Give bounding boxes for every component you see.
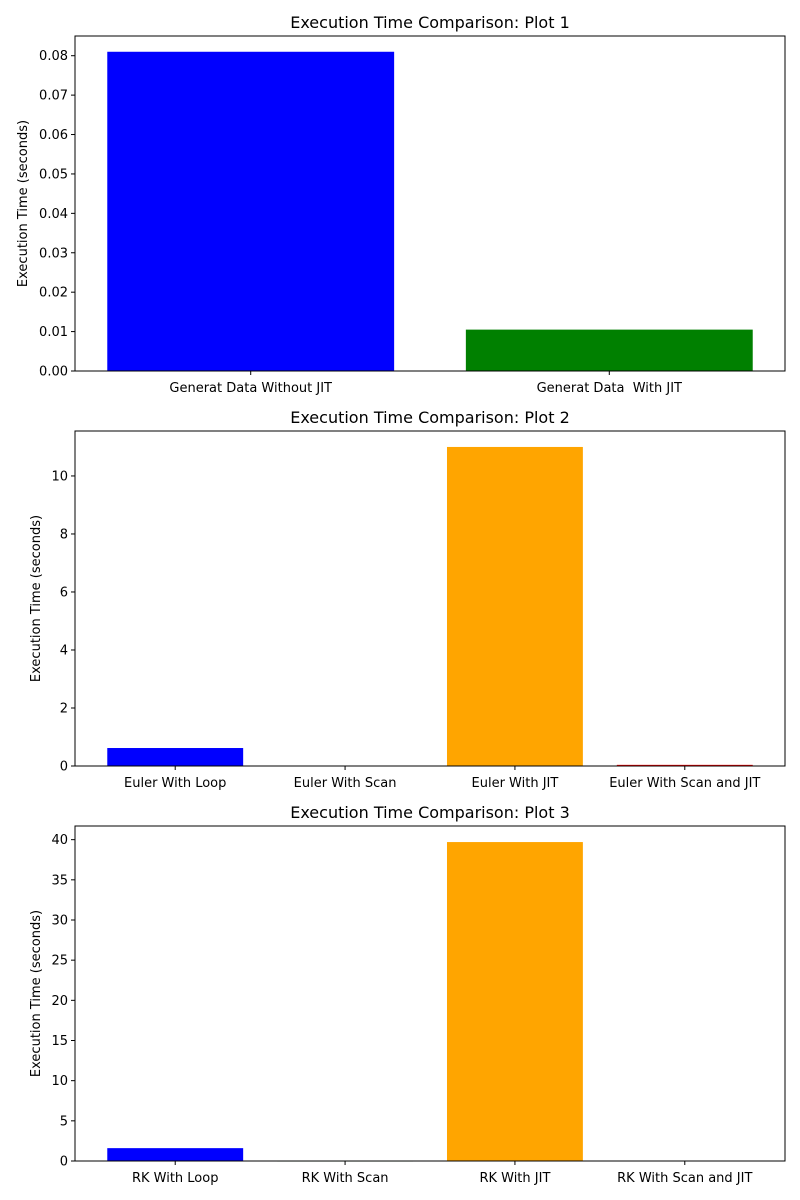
y-tick-label-3-9: 40: [51, 833, 68, 848]
bar-1-2: [465, 329, 753, 371]
y-tick-label-2-1: 0: [60, 760, 68, 775]
y-tick-label-1-4: 0.03: [39, 246, 68, 261]
axes-frame-2: [74, 430, 786, 767]
y-tick-label-3-3: 10: [51, 1074, 68, 1089]
chart-panel-2: Execution Time Comparison: Plot 2 Execut…: [29, 408, 786, 791]
y-tick-label-3-4: 15: [51, 1034, 68, 1049]
chart-panel-1: Execution Time Comparison: Plot 1 Execut…: [16, 13, 786, 396]
chart-title-3: Execution Time Comparison: Plot 3: [290, 803, 570, 822]
y-tick-label-1-6: 0.05: [39, 167, 68, 182]
y-tick-label-3-2: 5: [60, 1114, 68, 1129]
x-tick-label-3-2: RK With Scan: [302, 1171, 389, 1186]
plot-area-2: 0 2 4 6 8 10 Euler With Loop Euler With Scan Eul…: [51, 430, 786, 791]
y-tick-label-2-2: 2: [60, 701, 68, 716]
y-tick-label-2-6: 10: [51, 469, 68, 484]
bar-2-1: [107, 748, 244, 766]
y-tick-label-1-2: 0.01: [39, 325, 68, 340]
axes-frame-3: [74, 825, 786, 1162]
x-tick-label-2-3: Euler With JIT: [472, 776, 559, 791]
y-tick-label-2-4: 6: [60, 585, 68, 600]
x-tick-label-3-4: RK With Scan and JIT: [617, 1171, 752, 1186]
y-tick-label-1-1: 0.00: [39, 365, 68, 380]
y-tick-label-1-5: 0.04: [39, 207, 68, 222]
y-axis-label-1: Execution Time (seconds): [16, 120, 31, 287]
x-tick-label-2-1: Euler With Loop: [124, 776, 226, 791]
chart-panel-3: Execution Time Comparison: Plot 3 Execut…: [29, 803, 786, 1186]
bar-3-1: [107, 1148, 244, 1161]
chart-title-1: Execution Time Comparison: Plot 1: [290, 13, 570, 32]
y-tick-label-3-1: 0: [60, 1155, 68, 1170]
bar-3-3: [446, 842, 583, 1161]
y-tick-label-1-8: 0.07: [39, 89, 68, 104]
y-tick-label-1-9: 0.08: [39, 49, 68, 64]
y-tick-label-3-6: 25: [51, 954, 68, 969]
plot-area-1: 0.00 0.01 0.02 0.03 0.04 0.05 0.06 0.07 0.08 Gene…: [39, 35, 786, 396]
x-tick-label-1-2: Generat Data With JIT: [537, 381, 682, 396]
y-tick-label-3-8: 35: [51, 873, 68, 888]
y-tick-label-2-5: 8: [60, 527, 68, 542]
x-tick-label-2-2: Euler With Scan: [294, 776, 397, 791]
x-tick-label-3-1: RK With Loop: [132, 1171, 219, 1186]
bar-2-4: [616, 764, 753, 766]
plot-area-3: 0 5 10 15 20 25 30 35 40 RK With Loop RK With Scan…: [51, 825, 786, 1186]
y-tick-label-3-7: 30: [51, 913, 68, 928]
y-tick-label-1-3: 0.02: [39, 286, 68, 301]
y-tick-label-1-7: 0.06: [39, 128, 68, 143]
y-tick-label-3-5: 20: [51, 994, 68, 1009]
y-tick-label-2-3: 4: [60, 643, 68, 658]
chart-title-2: Execution Time Comparison: Plot 2: [290, 408, 570, 427]
bar-2-3: [446, 446, 583, 766]
x-tick-label-2-4: Euler With Scan and JIT: [609, 776, 760, 791]
y-axis-label-3: Execution Time (seconds): [29, 910, 44, 1077]
x-tick-label-1-1: Generat Data Without JIT: [169, 381, 332, 396]
x-tick-label-3-3: RK With JIT: [479, 1171, 550, 1186]
y-axis-label-2: Execution Time (seconds): [29, 515, 44, 682]
bar-1-1: [107, 51, 395, 371]
axes-frame-1: [74, 35, 786, 372]
